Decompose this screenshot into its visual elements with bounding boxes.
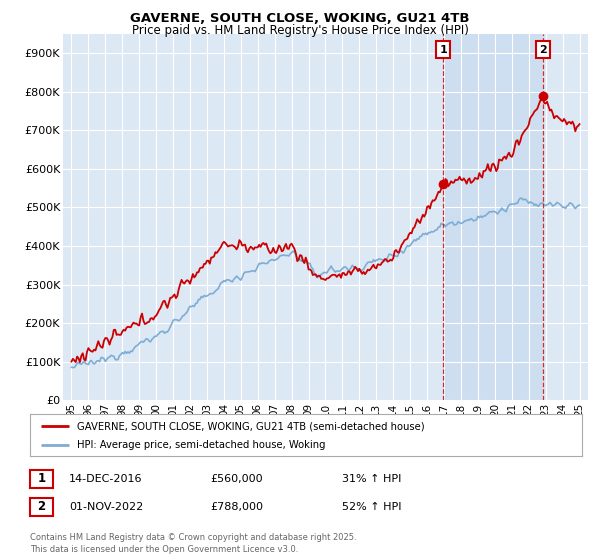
Text: 52% ↑ HPI: 52% ↑ HPI: [342, 502, 401, 512]
Text: 14-DEC-2016: 14-DEC-2016: [69, 474, 143, 484]
Bar: [443, 34, 543, 400]
Text: 1: 1: [439, 45, 447, 55]
Text: GAVERNE, SOUTH CLOSE, WOKING, GU21 4TB (semi-detached house): GAVERNE, SOUTH CLOSE, WOKING, GU21 4TB (…: [77, 421, 425, 431]
Text: 01-NOV-2022: 01-NOV-2022: [69, 502, 143, 512]
Text: 2: 2: [37, 500, 46, 514]
Text: GAVERNE, SOUTH CLOSE, WOKING, GU21 4TB: GAVERNE, SOUTH CLOSE, WOKING, GU21 4TB: [130, 12, 470, 25]
Text: 31% ↑ HPI: 31% ↑ HPI: [342, 474, 401, 484]
Text: HPI: Average price, semi-detached house, Woking: HPI: Average price, semi-detached house,…: [77, 440, 325, 450]
Text: £788,000: £788,000: [210, 502, 263, 512]
Text: Contains HM Land Registry data © Crown copyright and database right 2025.
This d: Contains HM Land Registry data © Crown c…: [30, 533, 356, 554]
Text: £560,000: £560,000: [210, 474, 263, 484]
Text: 1: 1: [37, 472, 46, 486]
Text: Price paid vs. HM Land Registry's House Price Index (HPI): Price paid vs. HM Land Registry's House …: [131, 24, 469, 36]
Text: 2: 2: [539, 45, 547, 55]
